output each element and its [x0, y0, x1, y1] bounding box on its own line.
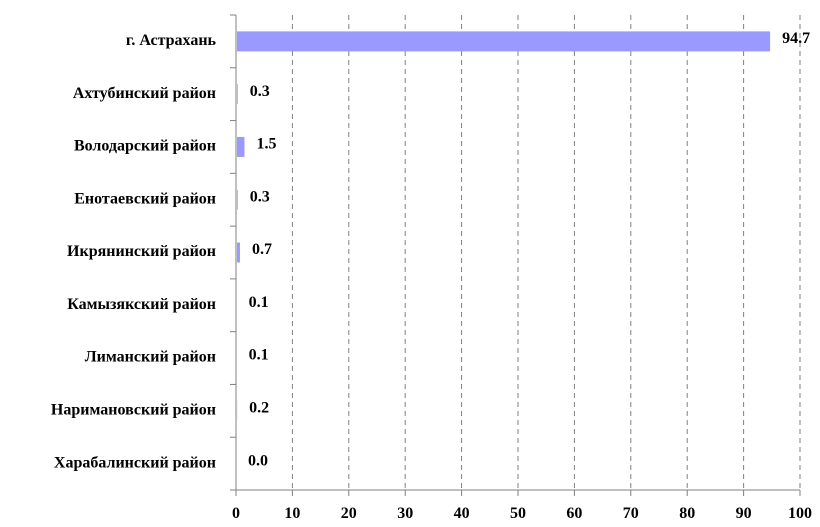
x-tick-label-0: 0 — [232, 505, 240, 522]
category-label-9: Харабалинский район — [54, 454, 216, 471]
data-label-4: 0.3 — [250, 188, 270, 205]
bar-5 — [237, 242, 240, 263]
category-label-2: Ахтубинский район — [73, 85, 216, 102]
data-label-3: 1.5 — [256, 136, 276, 153]
x-tick-label-100: 100 — [788, 505, 812, 522]
x-tick-label-70: 70 — [623, 505, 639, 522]
data-label-6: 0.1 — [249, 294, 269, 311]
x-tick-labels: 0 10 20 30 40 50 60 70 80 90 100 — [232, 505, 812, 522]
data-label-1: 94.7 — [782, 30, 810, 47]
bar-2 — [237, 84, 238, 105]
data-label-9: 0.0 — [248, 452, 268, 469]
category-label-4: Енотаевский район — [74, 190, 216, 207]
category-label-5: Икрянинский район — [67, 243, 216, 260]
x-tick-label-10: 10 — [284, 505, 300, 522]
bar-1 — [237, 31, 771, 52]
data-label-7: 0.1 — [249, 347, 269, 364]
category-label-7: Лиманский район — [85, 349, 216, 366]
grid-lines — [291, 15, 801, 490]
x-tick-label-80: 80 — [679, 505, 695, 522]
x-tick-label-60: 60 — [566, 505, 582, 522]
bar-3 — [237, 136, 245, 157]
axes — [230, 14, 801, 496]
x-tick-label-20: 20 — [341, 505, 357, 522]
data-label-5: 0.7 — [252, 241, 272, 258]
category-labels: г. Астрахань Ахтубинский район Володарский… — [51, 32, 217, 471]
x-tick-label-40: 40 — [454, 505, 470, 522]
x-tick-label-50: 50 — [510, 505, 526, 522]
data-label-8: 0.2 — [249, 400, 269, 417]
bars — [237, 31, 771, 421]
data-label-2: 0.3 — [250, 83, 270, 100]
category-label-6: Камызякский район — [67, 296, 216, 313]
bar-4 — [237, 189, 238, 210]
data-labels: 94.7 0.3 1.5 0.3 0.7 0.1 0.1 0.2 0.0 — [248, 30, 810, 469]
category-label-3: Володарский район — [74, 138, 216, 155]
x-tick-label-30: 30 — [397, 505, 413, 522]
category-label-1: г. Астрахань — [126, 32, 217, 49]
x-tick-label-90: 90 — [736, 505, 752, 522]
category-label-8: Наримановский район — [51, 402, 216, 419]
